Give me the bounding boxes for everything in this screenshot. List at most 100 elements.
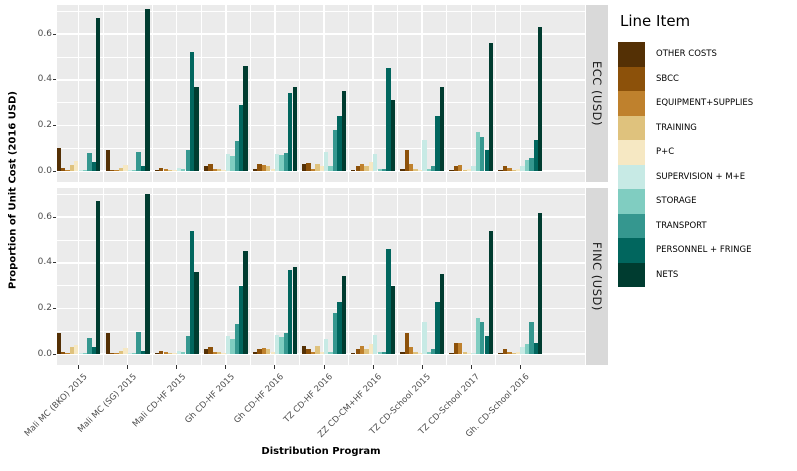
bar [458, 165, 463, 171]
bar [324, 151, 329, 171]
y-tick-mark [53, 33, 56, 35]
bar [498, 352, 503, 354]
minor-gridline-x [151, 188, 153, 365]
minor-gridline [57, 193, 585, 195]
bar [91, 347, 97, 354]
bar [136, 332, 141, 354]
bar [105, 333, 110, 354]
bar [341, 276, 346, 354]
legend-item: EQUIPMENT+SUPPLIES [618, 91, 753, 116]
bar [484, 335, 489, 354]
bar [252, 351, 258, 354]
bar [239, 285, 244, 354]
bar [212, 168, 217, 171]
bar [118, 167, 124, 171]
bar [234, 324, 239, 354]
legend-item-label: P+C [656, 147, 675, 158]
bar [82, 169, 88, 171]
bar [145, 9, 150, 171]
bar [60, 351, 66, 354]
bar [502, 349, 508, 354]
bar [341, 91, 346, 171]
bar [163, 351, 168, 354]
bar [194, 271, 199, 354]
minor-gridline-x [102, 188, 104, 365]
x-axis-title: Distribution Program [261, 446, 381, 457]
legend-swatch [618, 66, 645, 91]
legend-swatch [618, 189, 645, 214]
bar [458, 342, 463, 354]
bar [453, 342, 459, 354]
x-tick-mark [470, 365, 472, 369]
bar [239, 104, 244, 171]
legend-item-label: EQUIPMENT+SUPPLIES [656, 98, 754, 109]
bar [230, 339, 235, 354]
bar [208, 164, 213, 171]
minor-gridline [57, 56, 585, 58]
y-tick-label: 0.0 [37, 348, 52, 359]
bar [91, 161, 97, 171]
bar [274, 334, 280, 354]
bar [364, 349, 369, 354]
bar [208, 347, 213, 354]
bar [328, 351, 333, 354]
legend-item: P+C [618, 140, 753, 165]
minor-gridline [57, 285, 585, 287]
major-gridline-x [77, 5, 80, 182]
bar [159, 167, 164, 171]
major-gridline-x [77, 188, 80, 365]
bar [351, 169, 356, 171]
x-tick-label-text: TZ CD-HF 2016 [282, 372, 336, 425]
bar [283, 152, 289, 171]
bar [417, 169, 423, 171]
bar [306, 163, 311, 171]
bar [368, 161, 374, 171]
bar [315, 164, 320, 171]
bar [426, 168, 431, 171]
bar [480, 136, 485, 171]
bar [373, 153, 378, 171]
bar [511, 352, 516, 354]
bar [279, 155, 284, 171]
bar [310, 168, 316, 171]
bar [243, 251, 248, 354]
y-tick-label: 0.6 [37, 28, 52, 39]
bar [181, 351, 186, 354]
bar [524, 159, 530, 171]
major-gridline-x [175, 188, 178, 365]
minor-gridline [57, 330, 585, 332]
major-gridline-x [470, 5, 473, 182]
x-tick-mark [372, 365, 374, 369]
x-tick-mark [519, 365, 521, 369]
legend-item-label: NETS [656, 269, 679, 280]
major-gridline [57, 262, 585, 264]
minor-gridline [57, 102, 585, 104]
bar [132, 352, 137, 354]
bar [288, 269, 293, 354]
bar [377, 168, 382, 171]
facet-strip-label: ECC (USD) [590, 60, 604, 127]
legend-item: PERSONNEL + FRINGE [618, 238, 753, 263]
bar [172, 352, 177, 354]
bar [431, 166, 436, 171]
major-gridline-x [372, 188, 374, 365]
major-gridline-x [470, 188, 473, 365]
bar [377, 351, 382, 354]
bar [422, 322, 427, 354]
bar [439, 86, 445, 171]
minor-gridline-x [495, 188, 497, 365]
bar [270, 351, 275, 354]
bar [332, 129, 338, 171]
y-tick-label: 0.2 [37, 302, 52, 313]
x-tick-label-text: Gh CD-HF 2015 [183, 372, 237, 426]
bar [123, 165, 128, 171]
bar [488, 43, 494, 171]
bar [502, 166, 508, 171]
bar [435, 301, 440, 354]
bar [422, 140, 427, 171]
bar [114, 169, 119, 171]
bar [136, 151, 141, 171]
bar [480, 322, 485, 354]
bar [462, 351, 467, 354]
bar [57, 148, 61, 171]
